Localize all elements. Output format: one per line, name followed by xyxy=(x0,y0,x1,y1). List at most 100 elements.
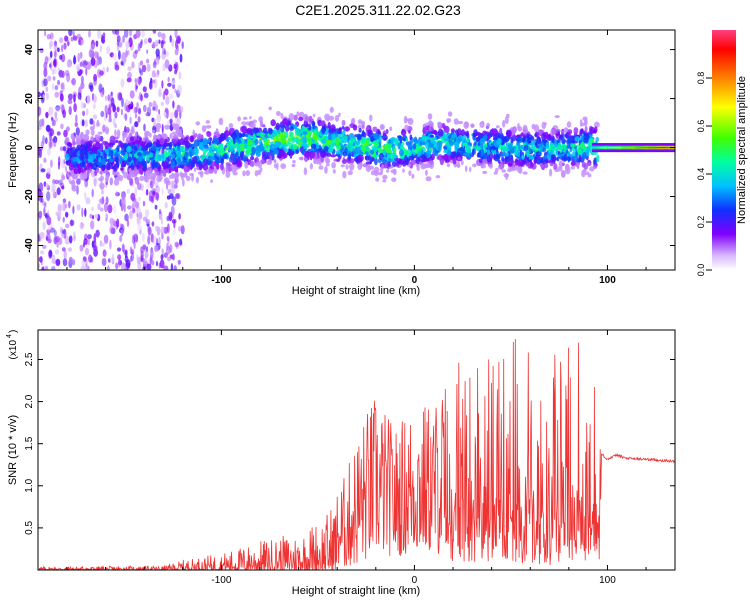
spectrogram-ridge-blob xyxy=(193,147,199,154)
spectrogram-noise-blob xyxy=(64,35,69,42)
spectrogram-noise-blob xyxy=(106,265,110,270)
spectrogram-noise-blob xyxy=(99,207,104,212)
spectrogram-ridge-blob xyxy=(357,154,364,162)
spectrogram-carrier-segment xyxy=(634,146,637,149)
spectrogram-ridge-blob xyxy=(231,131,237,140)
spectrogram-noise-blob xyxy=(167,188,172,195)
spectrogram-ridge-blob xyxy=(90,153,96,160)
spectrogram-noise-blob xyxy=(62,109,66,119)
spectrogram-ridge-blob xyxy=(208,145,213,152)
spectrogram-noise-blob xyxy=(125,50,128,58)
spectrogram-noise-blob xyxy=(137,116,141,123)
spectrogram-ridge-blob xyxy=(504,116,509,124)
spectrogram-noise-blob xyxy=(146,49,149,54)
spectrogram-ridge-blob xyxy=(354,140,360,146)
spectrogram-ridge-blob xyxy=(533,159,538,163)
spectrogram-noise-blob xyxy=(72,259,76,266)
spectrogram-noise-blob xyxy=(78,53,82,60)
spectrogram-noise-blob xyxy=(65,211,69,218)
spectrogram-ridge-blob xyxy=(308,115,313,124)
spectrogram-noise-blob xyxy=(147,37,152,43)
y-tick-label: 0.5 xyxy=(24,521,35,535)
spectrogram-ridge-blob xyxy=(336,158,341,162)
x-tick-label: 100 xyxy=(599,575,616,586)
spectrogram-carrier-segment xyxy=(598,146,601,149)
spectrogram-noise-blob xyxy=(158,109,161,115)
spectrogram-ridge-blob xyxy=(283,152,288,159)
spectrogram-ridge-blob xyxy=(320,120,325,127)
spectrogram-carrier-segment xyxy=(668,146,670,149)
colorbar-tick-label: 0.0 xyxy=(696,264,706,277)
spectrogram-noise-blob xyxy=(121,196,126,207)
spectrogram-ridge-blob xyxy=(436,156,440,160)
spectrogram-ridge-blob xyxy=(177,130,183,138)
spectrogram-noise-blob xyxy=(151,221,155,227)
spectrogram-ridge-blob xyxy=(157,171,160,175)
spectrogram-noise-blob xyxy=(161,248,164,254)
spectrogram-carrier-segment xyxy=(623,146,626,149)
spectrogram-ridge-blob xyxy=(225,171,231,179)
spectrogram-ridge-blob xyxy=(338,112,341,118)
spectrogram-carrier-segment xyxy=(662,146,665,149)
spectrogram-noise-blob xyxy=(107,94,110,102)
spectrogram-noise-blob xyxy=(120,108,123,116)
spectrogram-noise-blob xyxy=(85,67,88,76)
spectrogram-noise-blob xyxy=(145,58,150,64)
spectrogram-ridge-blob xyxy=(280,163,287,170)
spectrogram-ridge-blob xyxy=(104,126,110,135)
spectrogram-ridge-blob xyxy=(462,142,468,147)
spectrogram-ridge-blob xyxy=(531,123,536,130)
spectrogram-ridge-blob xyxy=(303,167,308,176)
spectrogram-noise-blob xyxy=(140,39,143,45)
spectrogram-ridge-blob xyxy=(82,139,85,145)
spectrogram-noise-blob xyxy=(71,77,76,86)
spectrogram-noise-blob xyxy=(135,85,138,90)
spectrogram-ridge-blob xyxy=(245,170,251,176)
spectrogram-ridge-blob xyxy=(292,143,298,150)
spectrogram-ridge-blob xyxy=(205,125,212,129)
spectrogram-noise-blob xyxy=(55,235,60,243)
spectrogram-noise-blob xyxy=(49,32,54,40)
spectrogram-ridge-blob xyxy=(522,171,528,175)
spectrogram-ridge-blob xyxy=(315,142,320,150)
spectrogram-noise-blob xyxy=(80,75,84,84)
spectrogram-ridge-blob xyxy=(383,163,388,169)
spectrogram-ridge-blob xyxy=(250,122,256,128)
spectrogram-ridge-blob xyxy=(211,150,215,157)
spectrogram-noise-blob xyxy=(163,265,169,270)
spectrogram-noise-blob xyxy=(67,247,73,252)
spectrogram-ridge-blob xyxy=(223,153,228,159)
spectrogram-noise-blob xyxy=(104,104,108,114)
spectrogram-ridge-blob xyxy=(241,121,247,126)
spectrogram-noise-blob xyxy=(74,122,79,127)
spectrogram-ridge-blob xyxy=(324,130,329,136)
spectrogram-ridge-blob xyxy=(466,137,470,142)
spectrogram-noise-blob xyxy=(42,244,47,249)
spectrogram-noise-blob xyxy=(58,210,62,218)
spectrogram-carrier-segment xyxy=(647,146,649,149)
spectrogram-noise-blob xyxy=(45,124,51,132)
spectrogram-ridge-blob xyxy=(558,134,563,139)
spectrogram-ridge-blob xyxy=(434,151,439,157)
spectrogram-ridge-blob xyxy=(393,147,397,154)
spectrogram-ridge-blob xyxy=(245,133,248,138)
spectrogram-noise-blob xyxy=(174,48,179,56)
spectrogram-noise-blob xyxy=(54,179,60,185)
spectrogram-noise-blob xyxy=(99,197,105,205)
spectrogram-ridge-blob xyxy=(424,125,428,133)
spectrogram-ridge-blob xyxy=(370,157,375,162)
spectrogram-noise-blob xyxy=(38,210,43,219)
spectrogram-carrier-segment xyxy=(654,146,657,149)
spectrogram-noise-blob xyxy=(39,231,45,239)
spectrogram-ridge-blob xyxy=(373,166,380,174)
spectrogram-ridge-blob xyxy=(161,161,165,168)
spectrogram-noise-blob xyxy=(170,205,175,216)
spectrogram-ridge-blob xyxy=(313,158,317,165)
spectrogram-noise-blob xyxy=(172,253,175,261)
spectrogram-noise-blob xyxy=(112,105,117,113)
spectrogram-noise-blob xyxy=(158,209,162,215)
spectrogram-ridge-blob xyxy=(302,130,308,135)
spectrogram-noise-blob xyxy=(174,109,179,119)
spectrogram-ridge-blob xyxy=(341,159,347,165)
spectrogram-ridge-blob xyxy=(342,170,347,179)
